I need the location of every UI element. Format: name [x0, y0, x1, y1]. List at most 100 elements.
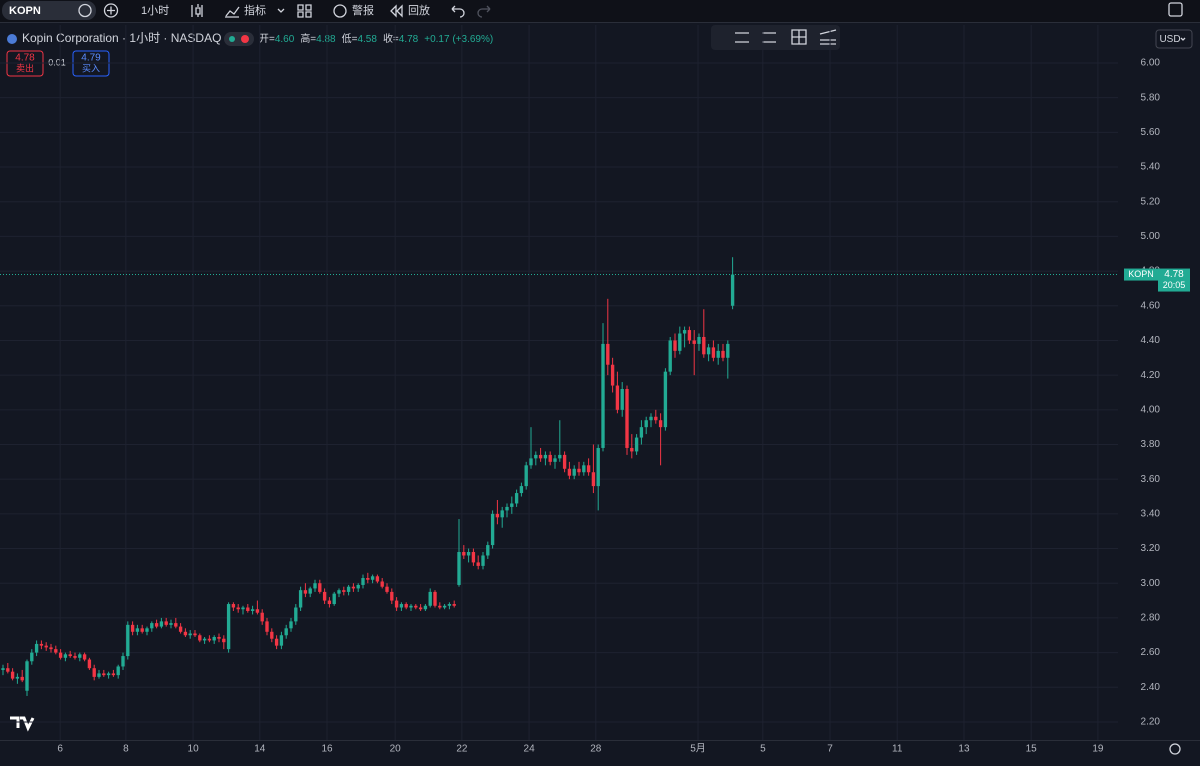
- y-tick-label: 4.00: [1141, 404, 1161, 415]
- redo[interactable]: [477, 5, 491, 18]
- ohlc-value: 4.78: [399, 34, 419, 45]
- candle-body: [495, 513, 500, 518]
- x-tick-label: 15: [1026, 744, 1038, 755]
- candle-body: [490, 513, 495, 546]
- replay[interactable]: 回放: [408, 3, 430, 17]
- candle-body: [193, 633, 197, 636]
- fullscreen[interactable]: [1168, 2, 1183, 17]
- candle-body: [130, 624, 135, 632]
- buy-price[interactable]: 4.79: [81, 53, 101, 64]
- candle-body: [457, 552, 461, 585]
- candles: [1, 257, 735, 696]
- market-status: [229, 36, 235, 42]
- x-tick-label: 5月: [690, 743, 706, 755]
- sell-price[interactable]: 4.78: [15, 53, 35, 64]
- candle-body: [361, 578, 365, 585]
- candle-body: [658, 420, 663, 428]
- candle-body: [135, 628, 140, 632]
- ohlc-label: 低=: [342, 32, 358, 45]
- ohlc-label: 收=: [383, 32, 399, 45]
- candle-body: [625, 389, 629, 448]
- chart-type-icon[interactable]: [191, 4, 203, 17]
- alert[interactable]: 警报: [352, 3, 374, 17]
- y-tick-label: 2.20: [1141, 717, 1161, 728]
- indicators[interactable]: 指标: [244, 3, 266, 17]
- candle-body: [159, 621, 164, 627]
- candle-body: [716, 350, 720, 358]
- candle-body: [649, 416, 653, 421]
- symbol[interactable]: KOPN: [9, 5, 41, 17]
- sell-label[interactable]: 卖出: [16, 62, 34, 73]
- y-tick-label: 2.60: [1141, 647, 1161, 658]
- candle-body: [241, 607, 245, 610]
- x-tick-label: 8: [123, 744, 129, 755]
- candle-body: [404, 604, 408, 608]
- change: +0.17 (+3.69%): [424, 34, 493, 45]
- sell-button[interactable]: [6, 50, 44, 77]
- add-symbol[interactable]: [103, 3, 119, 18]
- candle-body: [423, 605, 428, 610]
- drawing-tools[interactable]: [735, 29, 837, 45]
- settings[interactable]: [1169, 743, 1181, 755]
- candle-body: [73, 656, 77, 658]
- interval[interactable]: 1小时: [141, 4, 169, 17]
- y-tick-label: 5.60: [1141, 127, 1161, 138]
- dropdown[interactable]: [277, 8, 285, 13]
- candle-body: [30, 652, 34, 662]
- alert-icon[interactable]: [333, 4, 347, 18]
- y-tick-label: 6.00: [1141, 58, 1161, 69]
- candle-body: [654, 416, 658, 421]
- candle-body: [428, 591, 432, 606]
- x-tick-label: 16: [321, 744, 333, 755]
- x-tick-label: 7: [827, 744, 833, 755]
- candle-body: [418, 607, 423, 610]
- candle-body: [634, 437, 639, 452]
- buy-label[interactable]: 买入: [82, 63, 100, 73]
- buy-button[interactable]: [72, 50, 110, 77]
- candle-body: [106, 673, 111, 676]
- symbol-icon[interactable]: [78, 3, 92, 18]
- tag-symbol-bg: [1124, 268, 1158, 281]
- symbol-box[interactable]: [2, 1, 96, 20]
- candle-body: [558, 454, 562, 459]
- currency-box[interactable]: [1155, 29, 1193, 49]
- candle-body: [630, 447, 634, 452]
- candle-body: [284, 628, 288, 636]
- candle-body: [303, 590, 308, 594]
- y-tick-label: 3.40: [1141, 509, 1161, 520]
- candle-body: [466, 552, 471, 556]
- candle-body: [663, 371, 668, 428]
- candle-body: [668, 340, 672, 372]
- candle-body: [601, 343, 605, 448]
- candle-body: [116, 666, 120, 676]
- replay-icon[interactable]: [390, 4, 403, 18]
- candle-body: [78, 654, 82, 658]
- x-tick-label: 11: [892, 744, 903, 755]
- candle-body: [226, 604, 231, 650]
- x-tick-label: 22: [456, 744, 468, 755]
- candle-body: [486, 545, 490, 556]
- tag-countdown: 20:05: [1163, 280, 1186, 290]
- layout-icon[interactable]: [297, 4, 312, 18]
- candle-body: [471, 552, 476, 563]
- x-tick-label: 14: [254, 744, 266, 755]
- candle-body: [274, 638, 279, 646]
- symbol-logo: [7, 34, 17, 44]
- undo[interactable]: [451, 5, 465, 18]
- candle-body: [97, 673, 101, 677]
- candle-body: [356, 584, 360, 589]
- candle-body: [572, 468, 576, 476]
- candle-body: [217, 636, 221, 639]
- indicators-icon[interactable]: [225, 6, 240, 18]
- candle-body: [289, 621, 293, 629]
- currency[interactable]: USD: [1159, 34, 1180, 45]
- candle-body: [164, 621, 168, 625]
- candle-body: [692, 340, 696, 344]
- x-tick-label: 28: [590, 744, 602, 755]
- candle-body: [212, 636, 216, 641]
- currency-dropdown[interactable]: [1180, 37, 1186, 41]
- candle-body: [726, 343, 730, 358]
- candle-body: [279, 635, 284, 646]
- y-tick-label: 4.20: [1141, 370, 1161, 381]
